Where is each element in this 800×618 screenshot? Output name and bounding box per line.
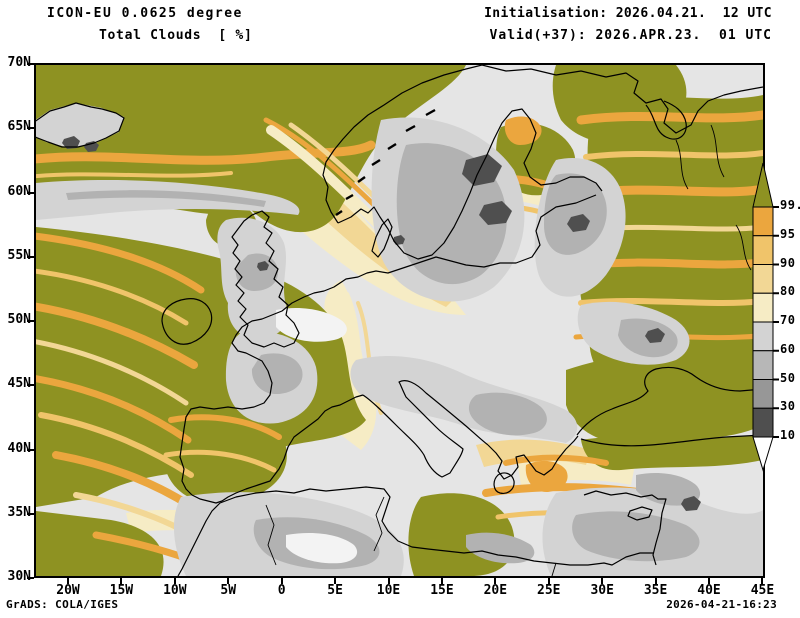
lon-label: 0 [277, 583, 286, 598]
lat-tick [27, 255, 34, 258]
lat-tick [27, 63, 34, 65]
lat-label: 35N [7, 504, 31, 520]
colorbar [752, 162, 779, 472]
lon-tick [67, 578, 69, 584]
lon-label: 5W [220, 583, 237, 598]
lon-label: 10W [163, 583, 187, 598]
colorbar-segment [752, 292, 774, 323]
lon-label: 40E [697, 583, 721, 598]
lon-label: 30E [590, 583, 614, 598]
lat-tick [27, 320, 34, 322]
valid-time: Valid(+37): 2026.APR.23. 01 UTC [489, 28, 772, 43]
colorbar-segment [752, 235, 774, 265]
lat-label: 55N [7, 247, 31, 263]
lon-tick [227, 578, 230, 584]
colorbar-segment [752, 264, 774, 294]
lat-label: 60N [7, 183, 31, 199]
lon-label: 20W [56, 583, 80, 598]
initialisation-time: Initialisation: 2026.04.21. 12 UTC [484, 6, 772, 21]
creation-timestamp: 2026-04-21-16:23 [666, 598, 777, 611]
lon-label: 20E [483, 583, 508, 598]
colorbar-value-label: 70 [780, 313, 796, 327]
lat-label: 40N [7, 440, 31, 456]
lon-tick [708, 578, 711, 584]
lon-tick [654, 578, 657, 584]
lon-tick [280, 578, 283, 584]
colorbar-segment [752, 206, 774, 237]
lon-label: 15E [430, 583, 454, 598]
lat-tick [27, 512, 34, 515]
lat-label: 70N [7, 55, 31, 70]
lon-label: 10E [376, 583, 401, 598]
lon-tick [547, 578, 550, 584]
lat-tick [27, 127, 34, 130]
lon-tick [761, 578, 764, 584]
colorbar-segment [752, 162, 774, 208]
lon-label: 15W [109, 583, 134, 598]
colorbar-value-label: 80 [780, 284, 796, 299]
lon-tick [387, 578, 390, 584]
lat-label: 50N [7, 312, 31, 327]
colorbar-segment [752, 436, 774, 472]
lon-label: 45E [750, 583, 775, 598]
lon-tick [601, 578, 604, 584]
colorbar-value-label: 99.5 [780, 198, 800, 212]
cloud-cover-map [36, 65, 763, 576]
colorbar-segment [752, 407, 774, 438]
colorbar-segment [752, 321, 774, 352]
grads-credit: GrADS: COLA/IGES [6, 598, 119, 611]
lat-tick [27, 577, 34, 579]
lat-tick [27, 448, 34, 451]
lon-tick [334, 578, 337, 584]
colorbar-segment [752, 379, 774, 409]
lon-tick [120, 578, 123, 584]
lat-tick [27, 384, 34, 387]
map-frame [34, 63, 765, 578]
lon-tick [494, 578, 497, 584]
colorbar-segment [752, 350, 774, 380]
lat-label: 45N [7, 376, 31, 392]
lat-tick [27, 191, 34, 194]
lon-label: 25E [537, 583, 561, 598]
lon-label: 35E [643, 583, 668, 598]
colorbar-value-label: 90 [780, 255, 796, 270]
lon-label: 5E [327, 583, 343, 598]
colorbar-value-label: 95 [780, 226, 796, 241]
lat-label: 30N [7, 569, 31, 584]
colorbar-value-label: 50 [780, 370, 796, 385]
colorbar-value-label: 60 [780, 341, 796, 356]
lon-tick [440, 578, 443, 584]
lon-tick [173, 578, 176, 584]
colorbar-value-label: 30 [780, 399, 796, 414]
colorbar-value-label: 10 [780, 428, 796, 442]
cloud-layer-gray-dark [62, 136, 701, 511]
lat-label: 65N [7, 119, 31, 135]
coastlines [36, 65, 763, 576]
model-title: ICON-EU 0.0625 degree [47, 6, 243, 21]
parameter-title: Total Clouds [ %] [99, 28, 253, 43]
cloud-layer-clear-white [276, 308, 358, 564]
